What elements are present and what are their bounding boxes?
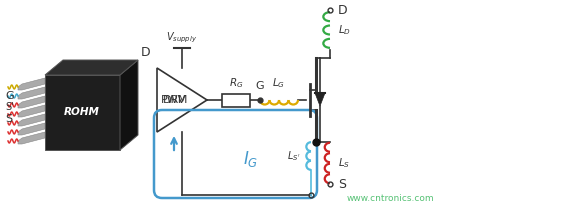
- Text: S': S': [5, 102, 13, 112]
- Polygon shape: [18, 96, 45, 108]
- Polygon shape: [120, 60, 138, 150]
- Text: $R_G$: $R_G$: [229, 77, 243, 91]
- Polygon shape: [315, 93, 325, 106]
- Polygon shape: [18, 132, 45, 144]
- Text: S: S: [5, 114, 12, 124]
- Text: $L_{S'}$: $L_{S'}$: [288, 149, 301, 163]
- Text: DRV: DRV: [162, 95, 186, 105]
- Text: D: D: [141, 46, 151, 59]
- Text: G: G: [255, 81, 264, 91]
- Polygon shape: [18, 114, 45, 126]
- Bar: [222, 94, 250, 106]
- Text: ROHM: ROHM: [64, 107, 100, 117]
- Polygon shape: [18, 78, 45, 90]
- Polygon shape: [18, 123, 45, 135]
- Polygon shape: [157, 68, 207, 132]
- Text: $L_S$: $L_S$: [338, 156, 350, 170]
- Polygon shape: [45, 75, 120, 150]
- Text: PWM: PWM: [161, 95, 189, 105]
- Text: www.cntronics.com: www.cntronics.com: [346, 194, 434, 203]
- Text: S: S: [338, 177, 346, 190]
- Text: G: G: [5, 91, 13, 101]
- Polygon shape: [45, 60, 138, 75]
- Text: $L_D$: $L_D$: [338, 23, 351, 37]
- Text: D: D: [338, 3, 347, 16]
- Polygon shape: [18, 87, 45, 99]
- Text: $V_{supply}$: $V_{supply}$: [166, 31, 198, 45]
- Polygon shape: [18, 105, 45, 117]
- Text: $I_G$: $I_G$: [243, 149, 258, 169]
- Text: $L_G$: $L_G$: [272, 76, 286, 90]
